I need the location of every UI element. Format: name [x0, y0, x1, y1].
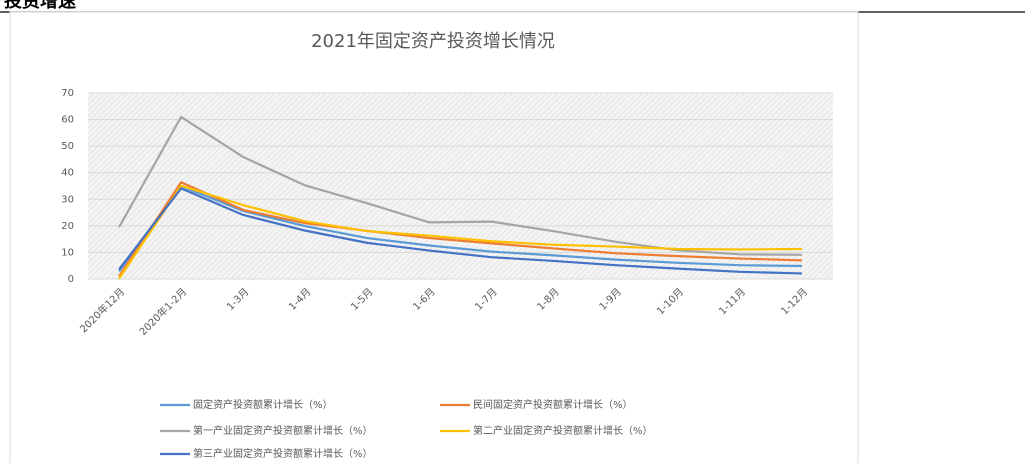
legend-label: 第二产业固定资产投资额累计增长（%） [473, 424, 653, 437]
legend-label: 第三产业固定资产投资额累计增长（%） [193, 447, 373, 460]
y-tick-label: 20 [61, 221, 74, 232]
y-tick-label: 60 [61, 115, 74, 126]
legend-label: 固定资产投资额累计增长（%） [193, 398, 333, 411]
chart-title: 2021年固定资产投资增长情况 [311, 31, 555, 52]
legend-label: 民间固定资产投资额累计增长（%） [473, 398, 633, 411]
y-tick-label: 70 [61, 88, 74, 99]
series-line [118, 184, 802, 280]
y-tick-label: 50 [61, 141, 74, 152]
series-line [118, 187, 802, 275]
series-line [118, 184, 802, 272]
y-tick-label: 40 [61, 168, 74, 179]
y-tick-label: 0 [68, 274, 74, 285]
page-header: 投资增速 [4, 0, 76, 12]
series-line [118, 181, 802, 277]
legend-label: 第一产业固定资产投资额累计增长（%） [193, 424, 373, 437]
plot-area [88, 93, 833, 279]
y-tick-label: 10 [61, 247, 74, 258]
series-line [118, 115, 802, 256]
y-tick-label: 30 [61, 194, 74, 205]
